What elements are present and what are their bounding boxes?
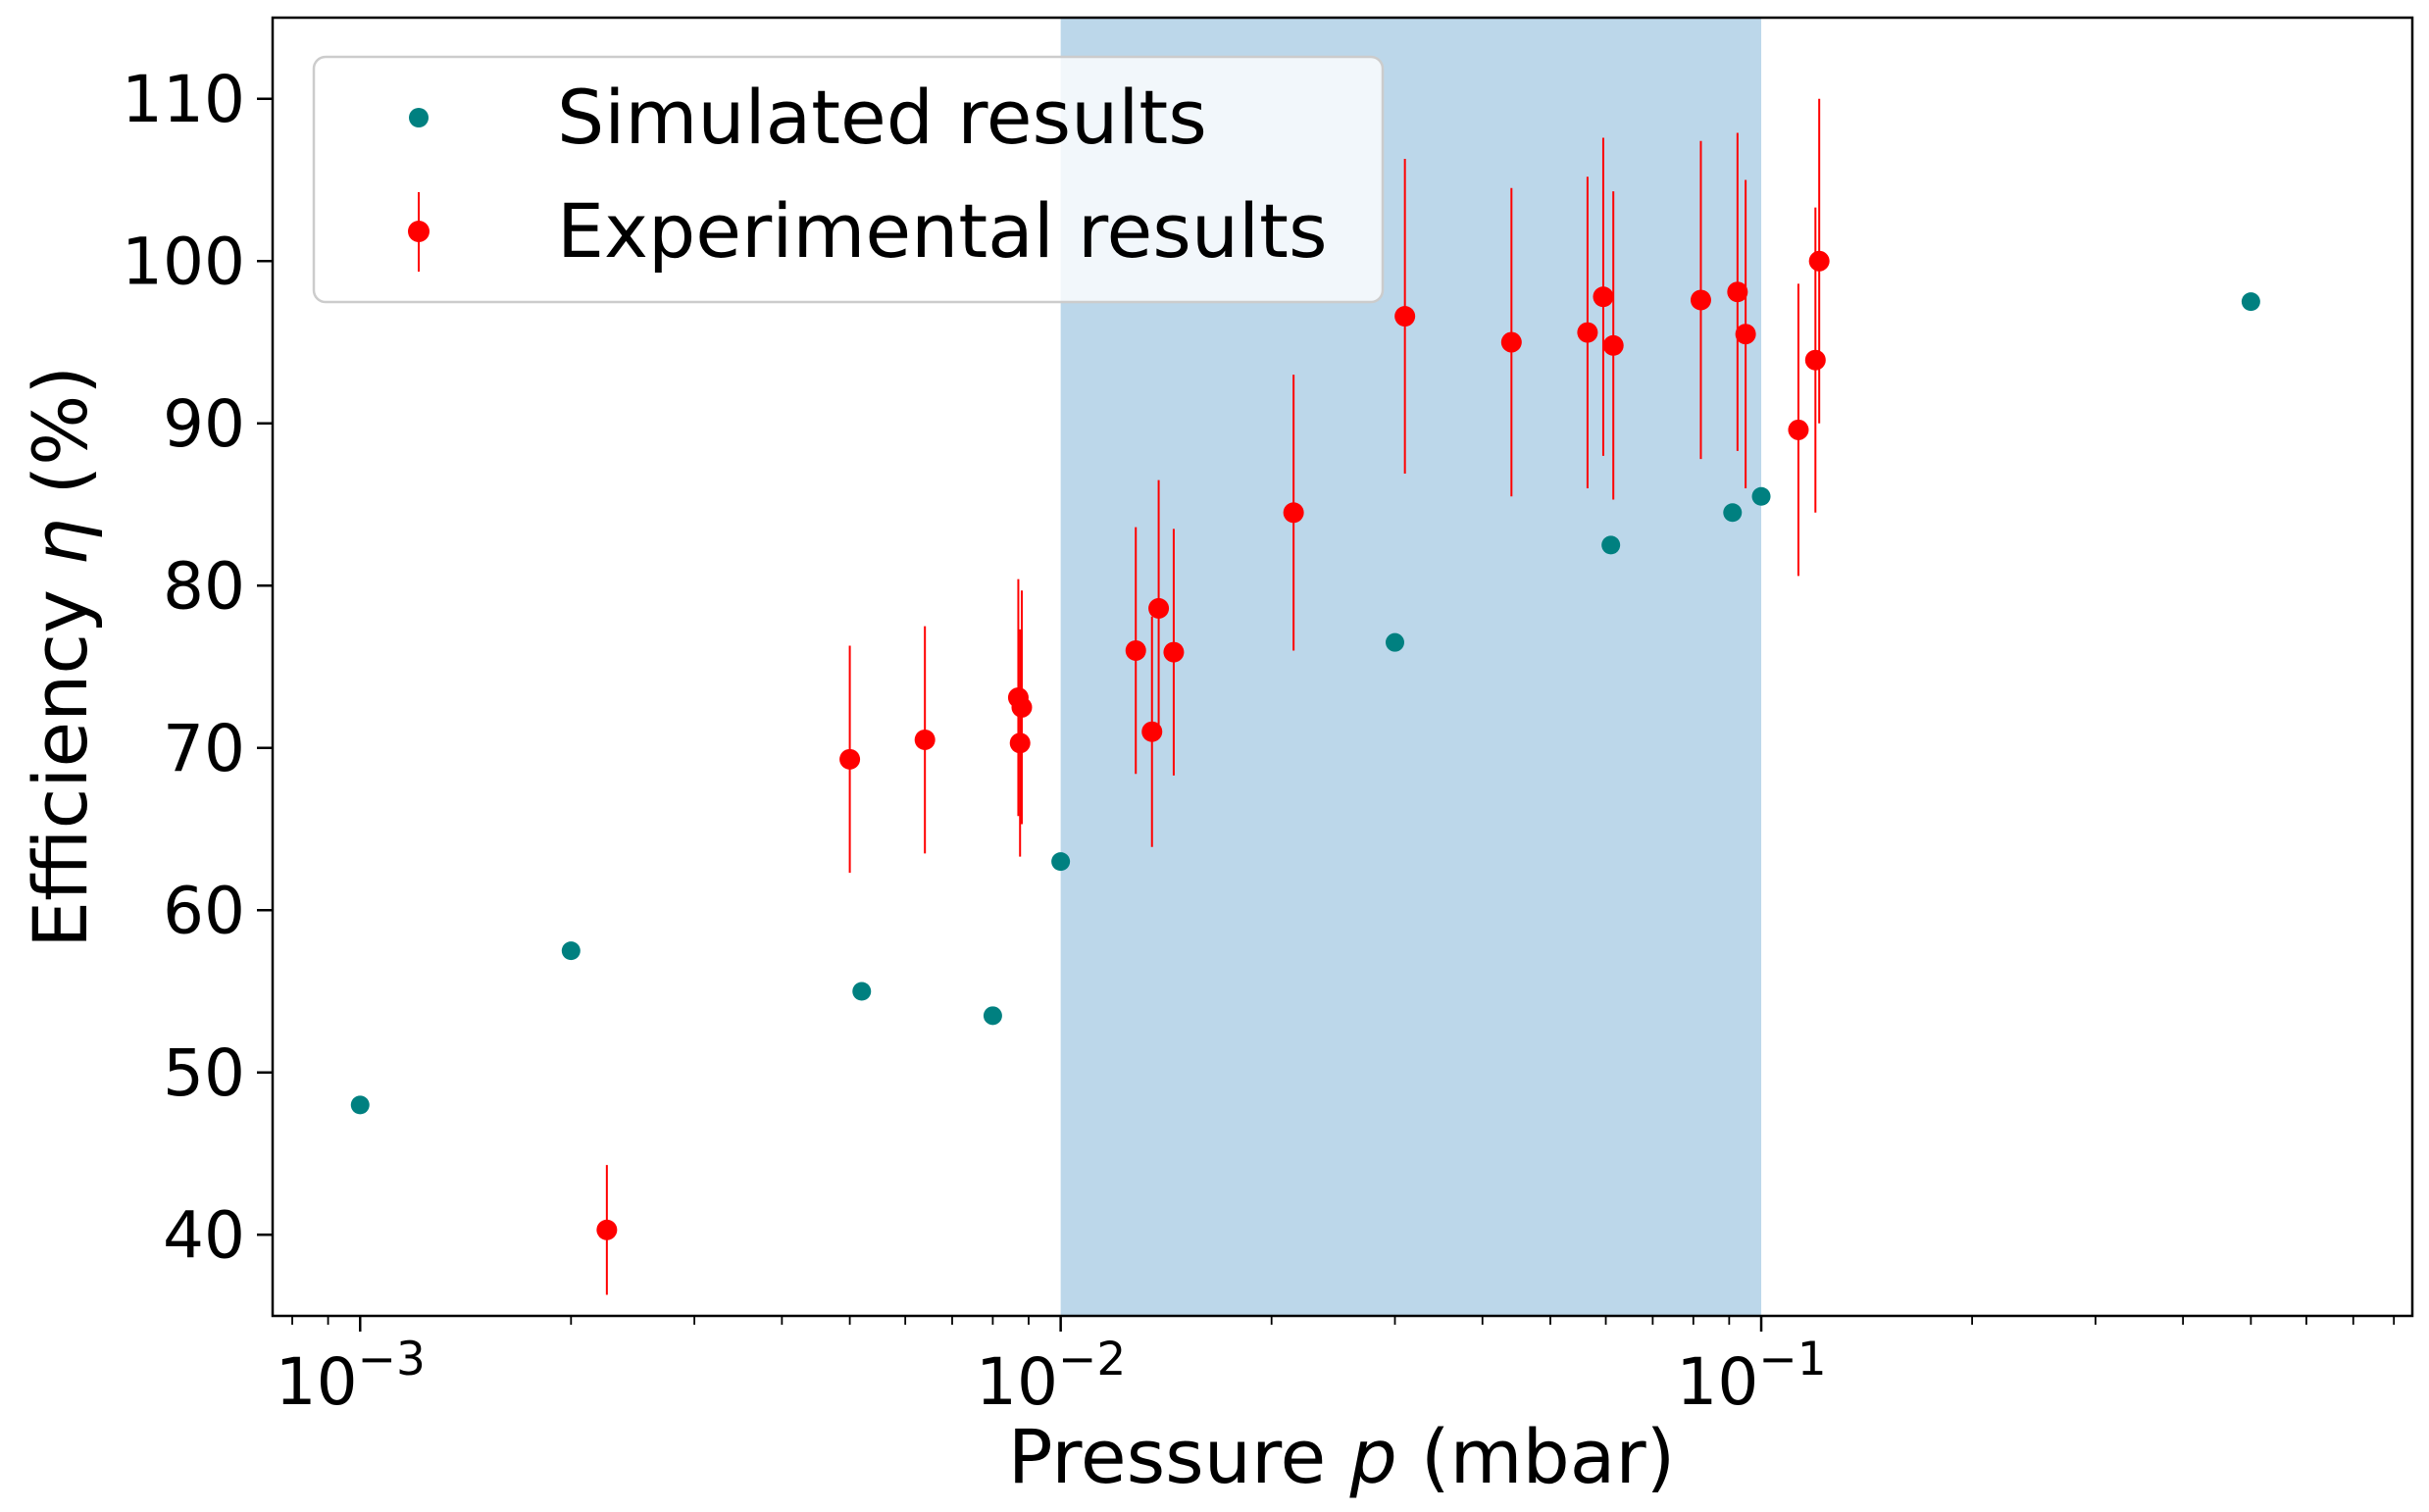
- y-axis-label-suffix: (%): [17, 366, 104, 519]
- simulated-point: [561, 941, 581, 961]
- experimental-point: [1148, 597, 1170, 619]
- y-axis-label-prefix: Efficiency: [17, 566, 104, 948]
- x-tick-label-base: 10: [276, 1344, 358, 1420]
- y-tick-label: 90: [163, 386, 245, 462]
- simulated-point: [983, 1006, 1002, 1026]
- experimental-point: [1009, 732, 1031, 754]
- legend: Simulated results Experimental results: [312, 55, 1385, 304]
- experimental-point: [1593, 286, 1614, 308]
- simulated-point: [852, 982, 872, 1001]
- x-tick-label: 10−2: [976, 1333, 1126, 1420]
- experimental-point: [1125, 639, 1146, 661]
- experimental-point: [1602, 334, 1624, 356]
- y-tick-label: 100: [122, 224, 245, 299]
- x-axis-label: Pressure p (mbar): [1008, 1413, 1676, 1500]
- simulated-point: [1385, 632, 1404, 652]
- x-axis-ticks: 10−3 10−2 10−1: [276, 1316, 2396, 1420]
- experimental-point: [1735, 324, 1756, 345]
- legend-simulated-label: Simulated results: [557, 74, 1207, 161]
- experimental-point: [1141, 721, 1163, 742]
- experimental-point: [839, 748, 861, 770]
- legend-experimental-label: Experimental results: [557, 187, 1328, 275]
- x-tick-label: 10−1: [1676, 1333, 1826, 1420]
- experimental-point: [1690, 289, 1711, 311]
- y-tick-label: 70: [163, 711, 245, 786]
- x-tick-label: 10−3: [276, 1333, 426, 1420]
- experimental-point: [1788, 419, 1809, 440]
- experimental-point: [1727, 281, 1748, 303]
- y-axis-label: Efficiency η (%): [17, 366, 104, 948]
- x-axis-label-prefix: Pressure: [1008, 1413, 1350, 1500]
- y-axis-label-var: η: [17, 519, 104, 566]
- simulated-point: [1601, 535, 1621, 555]
- legend-simulated-marker: [409, 108, 429, 127]
- legend-box: [312, 55, 1385, 304]
- y-axis-ticks: 40 50 60 70 80 90 100 110: [122, 62, 273, 1273]
- experimental-points-layer: [596, 98, 1830, 1295]
- y-tick-label: 110: [122, 62, 245, 137]
- experimental-point: [914, 729, 936, 750]
- simulated-point: [2241, 292, 2260, 312]
- y-tick-label: 60: [163, 873, 245, 948]
- legend-experimental-marker: [408, 221, 430, 242]
- experimental-point: [1283, 502, 1304, 524]
- simulated-points-layer: [350, 292, 2260, 1115]
- experimental-point: [596, 1219, 618, 1240]
- simulated-point: [1723, 503, 1743, 523]
- y-tick-label: 50: [163, 1035, 245, 1111]
- experimental-point: [1808, 250, 1830, 272]
- x-tick-label-exponent: −3: [358, 1333, 426, 1386]
- x-tick-label-base: 10: [1676, 1344, 1758, 1420]
- experimental-point: [1011, 696, 1033, 718]
- simulated-point: [350, 1095, 370, 1115]
- experimental-point: [1394, 306, 1416, 328]
- x-tick-label-exponent: −2: [1058, 1333, 1126, 1386]
- x-axis-label-var: p: [1348, 1413, 1396, 1500]
- plot-frame: [271, 16, 2414, 1318]
- experimental-point: [1577, 322, 1598, 343]
- experimental-point: [1500, 331, 1522, 353]
- y-tick-label: 40: [163, 1197, 245, 1273]
- x-tick-label-base: 10: [976, 1344, 1058, 1420]
- x-axis-label-suffix: (mbar): [1397, 1413, 1676, 1500]
- y-tick-label: 80: [163, 548, 245, 624]
- experimental-point: [1804, 349, 1826, 371]
- experimental-point: [1163, 641, 1185, 663]
- simulated-point: [1051, 852, 1071, 872]
- x-tick-label-exponent: −1: [1758, 1333, 1826, 1386]
- simulated-point: [1751, 486, 1771, 506]
